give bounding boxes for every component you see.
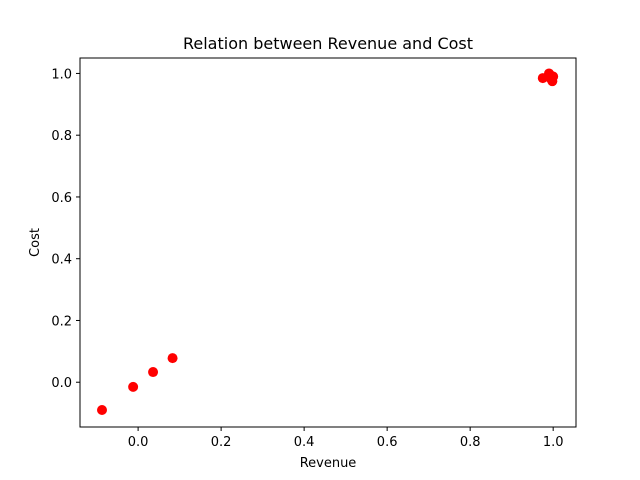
x-axis-label: Revenue	[300, 456, 357, 471]
y-axis-label: Cost	[28, 228, 43, 257]
y-tick-label: 0.4	[51, 253, 72, 268]
data-point	[128, 381, 139, 392]
x-tick-label: 0.6	[377, 435, 398, 450]
data-point	[148, 367, 159, 378]
y-tick-label: 0.2	[51, 314, 72, 329]
y-axis: 0.0 0.2 0.4 0.6 0.8 1.0	[51, 67, 80, 391]
axes-frame	[79, 57, 577, 428]
y-tick-label: 0.8	[51, 129, 72, 144]
x-tick-label: 0.2	[211, 435, 232, 450]
chart-title: Relation between Revenue and Cost	[183, 34, 473, 53]
x-axis: 0.0 0.2 0.4 0.6 0.8 1.0	[128, 427, 564, 450]
y-tick-label: 1.0	[51, 67, 72, 82]
y-tick-label: 0.6	[51, 191, 72, 206]
x-tick-label: 0.4	[294, 435, 315, 450]
data-point	[167, 353, 178, 364]
x-tick-label: 1.0	[543, 435, 564, 450]
x-tick-label: 0.8	[460, 435, 481, 450]
data-point	[96, 405, 107, 416]
plot-area	[96, 68, 559, 416]
x-tick-label: 0.0	[128, 435, 149, 450]
y-tick-label: 0.0	[51, 376, 72, 391]
data-point	[545, 69, 556, 80]
